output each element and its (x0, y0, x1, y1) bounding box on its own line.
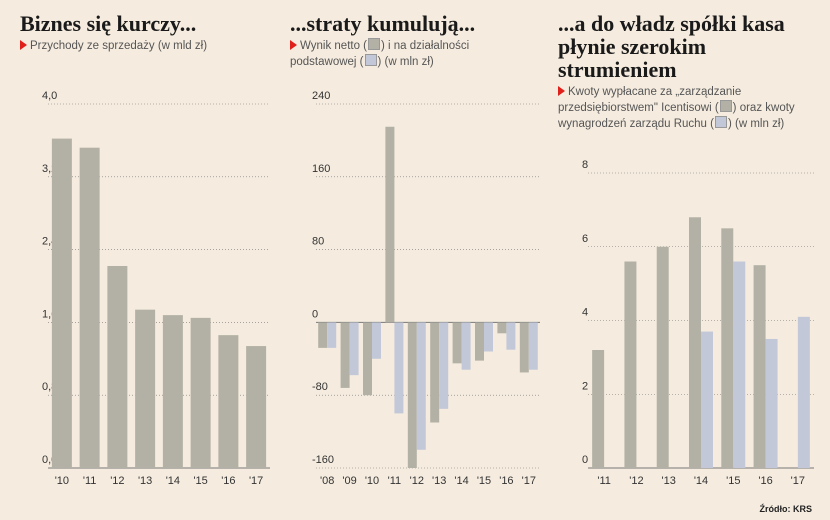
bar-gray (340, 322, 350, 388)
x-tick-label: '13 (138, 475, 152, 487)
x-tick-label: '15 (477, 475, 491, 487)
y-tick-label: 6 (582, 233, 588, 245)
bar-gray (475, 322, 484, 361)
red-triangle-icon (20, 40, 27, 50)
bar-blue (416, 322, 426, 450)
bar-blue (349, 322, 359, 376)
bar-gray (721, 228, 734, 468)
x-tick-label: '16 (758, 475, 772, 487)
y-tick-label: 80 (312, 236, 324, 248)
panel-management: ...a do władz spółki kasa płynie szeroki… (558, 12, 808, 132)
panel-management-title: ...a do władz spółki kasa płynie szeroki… (558, 11, 785, 82)
x-tick-label: '12 (410, 475, 424, 487)
y-tick-label: -80 (312, 381, 328, 393)
x-tick-label: '14 (454, 475, 468, 487)
bar-gray (592, 350, 605, 468)
blue-swatch-icon (364, 54, 377, 66)
y-tick-label: 0 (582, 454, 588, 466)
x-tick-label: '09 (342, 475, 356, 487)
x-tick-label: '11 (83, 475, 97, 487)
x-tick-label: '10 (55, 475, 69, 487)
panel-net-result-title: ...straty kumulują... (290, 11, 476, 36)
bar-gray (407, 322, 417, 468)
y-tick-label: -160 (312, 454, 334, 466)
bar-blue (439, 322, 449, 409)
bar-gray (519, 322, 529, 373)
y-tick-label: 8 (582, 159, 588, 171)
panel-revenue-title: Biznes się kurczy... (20, 11, 197, 36)
bar-blue (701, 331, 713, 468)
x-tick-label: '14 (166, 475, 180, 487)
bar-blue (765, 338, 778, 468)
source-note: Źródło: KRS (759, 504, 813, 514)
panel-revenue: Biznes się kurczy... Przychody ze sprzed… (20, 12, 270, 54)
bar-gray (497, 322, 507, 334)
bar-blue (372, 322, 381, 359)
bar-gray (753, 265, 766, 468)
gray-swatch-icon (368, 38, 381, 50)
bar-blue (506, 322, 516, 350)
y-tick-label: 160 (312, 163, 330, 175)
y-tick-label: 2 (582, 380, 588, 392)
y-tick-label: 4 (582, 307, 588, 319)
x-tick-label: '11 (388, 475, 402, 487)
panel-net-result-subtitle: Wynik netto () i na działalności podstaw… (290, 38, 470, 68)
bar-blue (484, 322, 493, 352)
blue-swatch-icon (714, 116, 727, 128)
panel-revenue-subtitle: Przychody ze sprzedaży (w mld zł) (20, 38, 270, 54)
y-tick-label: 4,0 (42, 90, 57, 102)
bar-gray (218, 335, 239, 468)
x-tick-label: '10 (365, 475, 379, 487)
bar-gray (624, 261, 637, 468)
bar-gray (430, 322, 440, 423)
x-tick-label: '17 (791, 475, 805, 487)
x-tick-label: '17 (522, 475, 536, 487)
bar-gray (162, 315, 183, 468)
bar-gray (79, 147, 100, 468)
x-tick-label: '13 (662, 475, 676, 487)
panel-management-subtitle: Kwoty wypłacane za „zarządzanie przedsię… (558, 86, 795, 130)
bar-gray (363, 322, 372, 396)
x-tick-label: '08 (320, 475, 334, 487)
gray-swatch-icon (719, 100, 732, 112)
bar-gray (385, 126, 395, 323)
y-tick-label: 0 (312, 308, 318, 320)
x-tick-label: '16 (499, 475, 513, 487)
red-triangle-icon (558, 86, 565, 96)
x-tick-label: '15 (193, 475, 207, 487)
bar-gray (51, 138, 72, 468)
bar-gray (135, 309, 156, 468)
x-tick-label: '11 (597, 475, 611, 487)
bar-gray (107, 265, 128, 468)
x-tick-label: '12 (110, 475, 124, 487)
bar-blue (797, 316, 810, 468)
x-tick-label: '15 (726, 475, 740, 487)
x-tick-label: '12 (629, 475, 643, 487)
bar-gray (318, 322, 328, 348)
y-tick-label: 240 (312, 90, 330, 102)
x-tick-label: '16 (221, 475, 235, 487)
bar-gray (689, 217, 701, 468)
x-tick-label: '17 (249, 475, 263, 487)
x-tick-label: '14 (694, 475, 708, 487)
bar-gray (246, 346, 267, 468)
red-triangle-icon (290, 40, 297, 50)
bar-gray (190, 317, 211, 468)
panel-net-result: ...straty kumulują... Wynik netto () i n… (290, 12, 520, 70)
bar-blue (394, 322, 404, 414)
bar-blue (528, 322, 538, 370)
bar-gray (452, 322, 462, 364)
bar-gray (656, 246, 669, 468)
x-tick-label: '13 (432, 475, 446, 487)
bar-blue (733, 261, 746, 468)
bar-blue (327, 322, 337, 348)
bar-blue (461, 322, 471, 370)
